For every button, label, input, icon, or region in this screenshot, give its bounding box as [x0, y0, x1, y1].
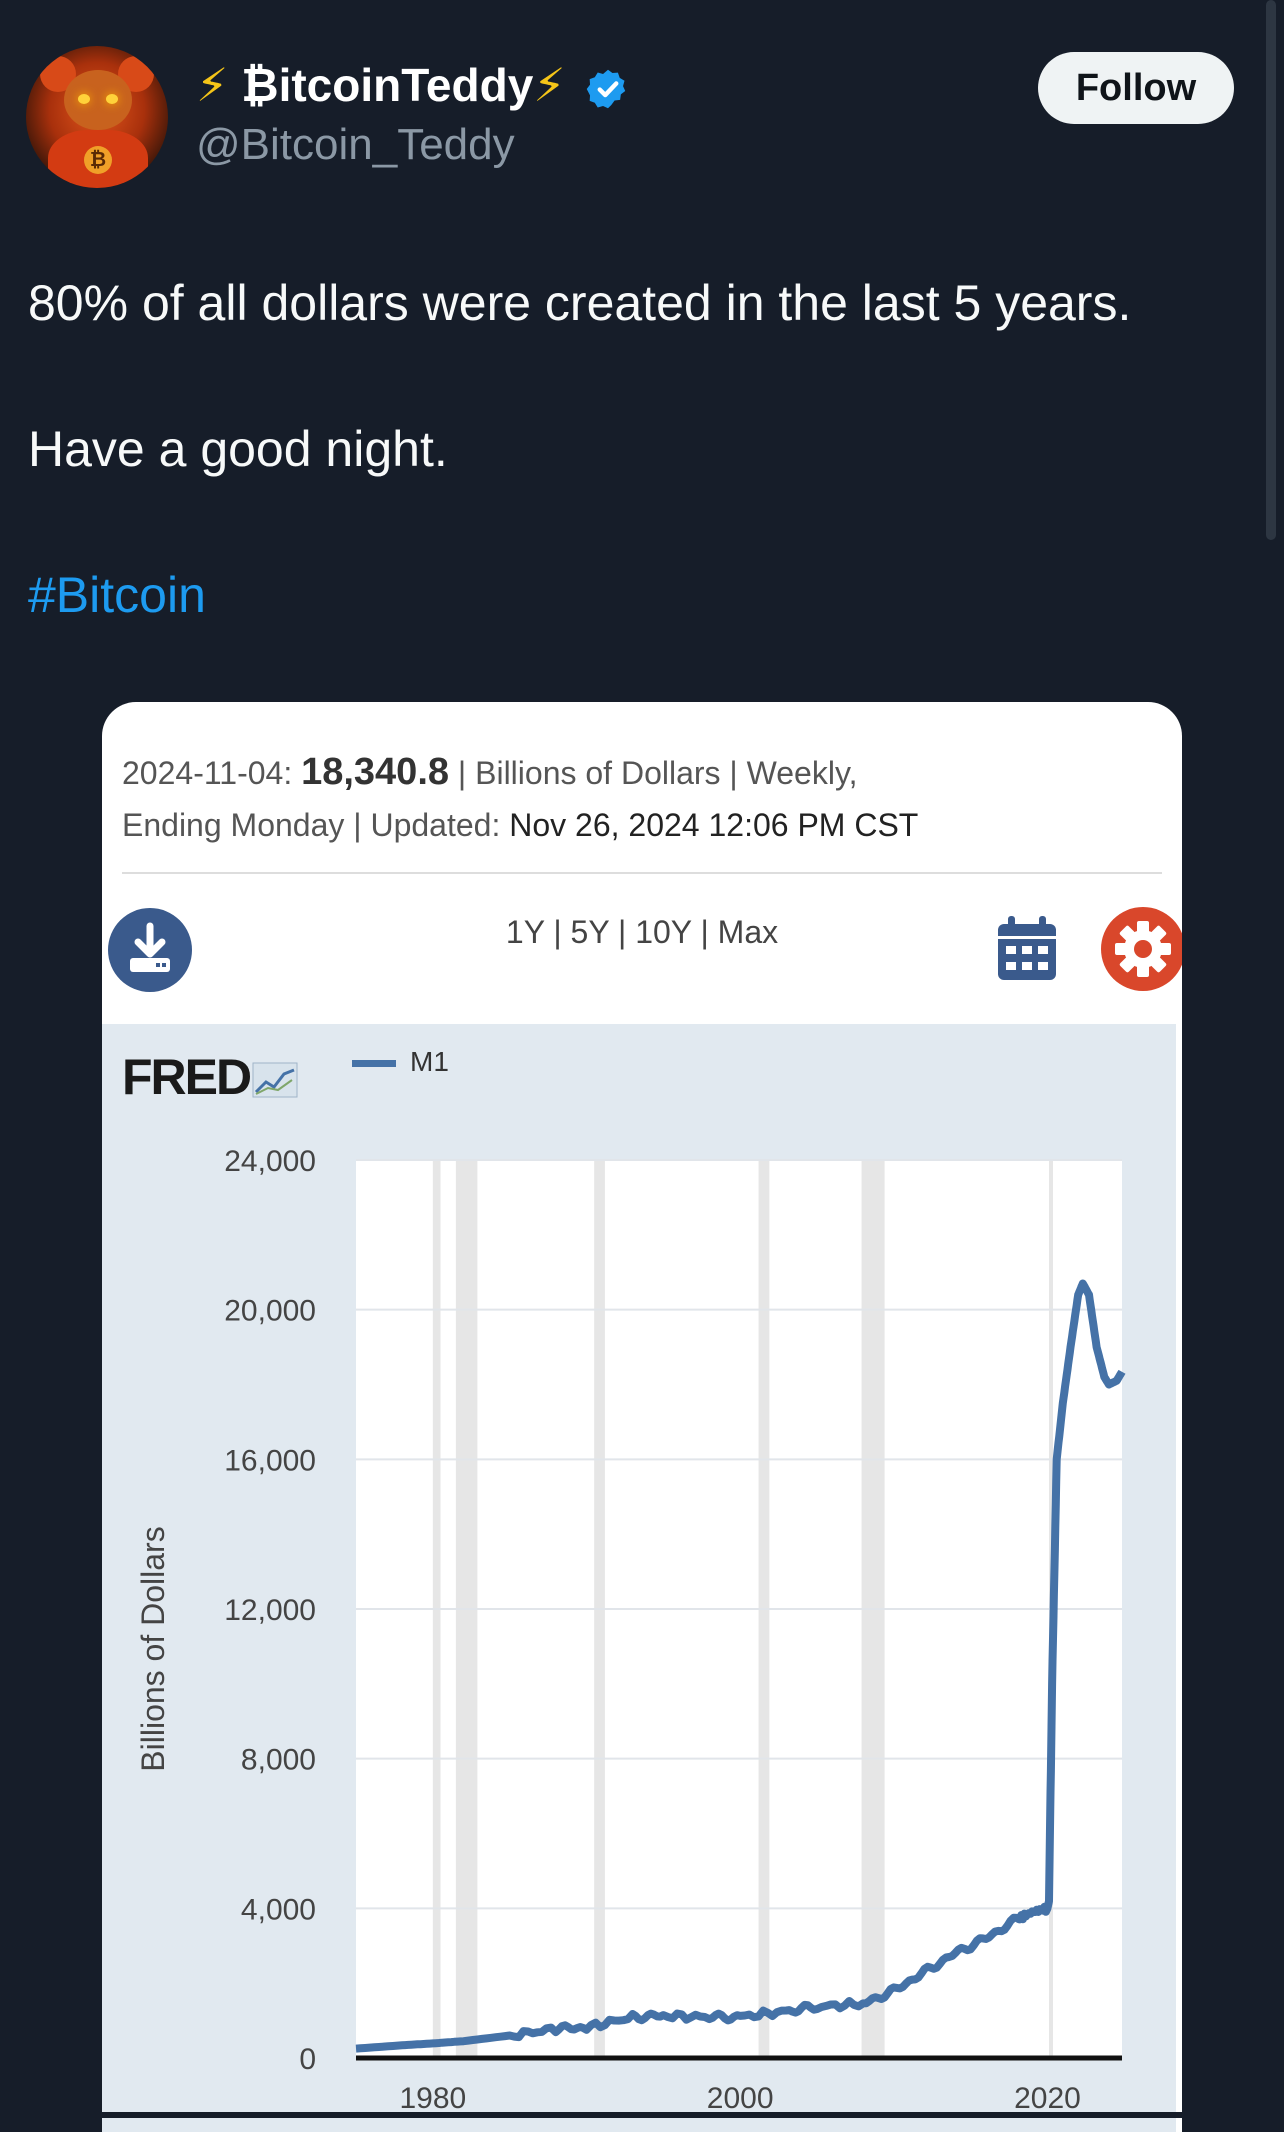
y-axis-label: Billions of Dollars: [135, 1526, 171, 1771]
display-name[interactable]: ⚡ ₿itcoinTeddy⚡: [196, 58, 630, 112]
x-tick-label: 2000: [707, 2082, 774, 2115]
gear-icon: [1101, 907, 1182, 991]
y-tick-label: 0: [299, 2043, 316, 2076]
observation-date: 2024-11-04:: [122, 755, 293, 791]
units-frequency: | Billions of Dollars | Weekly,: [449, 755, 858, 791]
calendar-icon: [998, 916, 1056, 980]
verified-badge-icon: [587, 69, 626, 109]
legend-swatch: [352, 1060, 396, 1068]
chart-area[interactable]: FRED M1 24,000 20,000 16,000 12,000 8,000 4,0…: [102, 1024, 1176, 2132]
updated-label: Ending Monday | Updated:: [122, 807, 510, 843]
lightning-icon: ⚡: [196, 59, 229, 111]
y-tick-label: 24,000: [224, 1145, 316, 1178]
y-tick-label: 16,000: [224, 1444, 316, 1477]
bear-avatar[interactable]: ₿: [26, 46, 168, 188]
x-tick-label: 2020: [1014, 2082, 1081, 2115]
x-tick-label: 1980: [399, 2082, 466, 2115]
tweet-header: ₿ ⚡ ₿itcoinTeddy⚡ @Bitcoin_Teddy Follow: [0, 0, 1284, 188]
chart-legend: M1: [352, 1046, 449, 1078]
y-tick-label: 8,000: [241, 1744, 316, 1777]
series-metadata: 2024-11-04: 18,340.8 | Billions of Dolla…: [122, 746, 918, 851]
calendar-button[interactable]: [996, 916, 1058, 982]
tweet-text-line2: Have a good night.: [28, 421, 448, 477]
download-button[interactable]: [108, 908, 192, 992]
settings-button[interactable]: [1100, 906, 1182, 992]
follow-button[interactable]: Follow: [1038, 52, 1234, 124]
y-tick-label: 12,000: [224, 1594, 316, 1627]
m1-line-chart[interactable]: 24,000 20,000 16,000 12,000 8,000 4,000 0 1980 2…: [102, 1024, 1176, 2132]
series-line-m1: [355, 1279, 1126, 2053]
lightning-icon: ⚡: [533, 59, 566, 111]
fred-logo: FRED: [122, 1048, 298, 1106]
display-name-text: ₿itcoinTeddy: [241, 59, 534, 111]
user-handle[interactable]: @Bitcoin_Teddy: [196, 120, 515, 169]
fred-logo-text: FRED: [122, 1049, 252, 1105]
y-tick-label: 20,000: [224, 1295, 316, 1328]
observation-value: 18,340.8: [301, 751, 450, 793]
fred-chart-card[interactable]: 2024-11-04: 18,340.8 | Billions of Dolla…: [102, 702, 1182, 2132]
scrollbar[interactable]: [1266, 0, 1276, 540]
download-icon: [130, 922, 170, 972]
updated-time: Nov 26, 2024 12:06 PM CST: [509, 807, 919, 843]
line-chart-icon: [252, 1062, 298, 1098]
legend-label: M1: [410, 1046, 449, 1077]
divider: [122, 872, 1162, 874]
range-selector[interactable]: 1Y | 5Y | 10Y | Max: [505, 914, 779, 950]
screen-bottom-edge: [0, 2112, 1284, 2118]
y-tick-label: 4,000: [241, 1893, 316, 1926]
hashtag-link[interactable]: #Bitcoin: [28, 567, 206, 623]
tweet-text-line1: 80% of all dollars were created in the l…: [28, 275, 1132, 331]
